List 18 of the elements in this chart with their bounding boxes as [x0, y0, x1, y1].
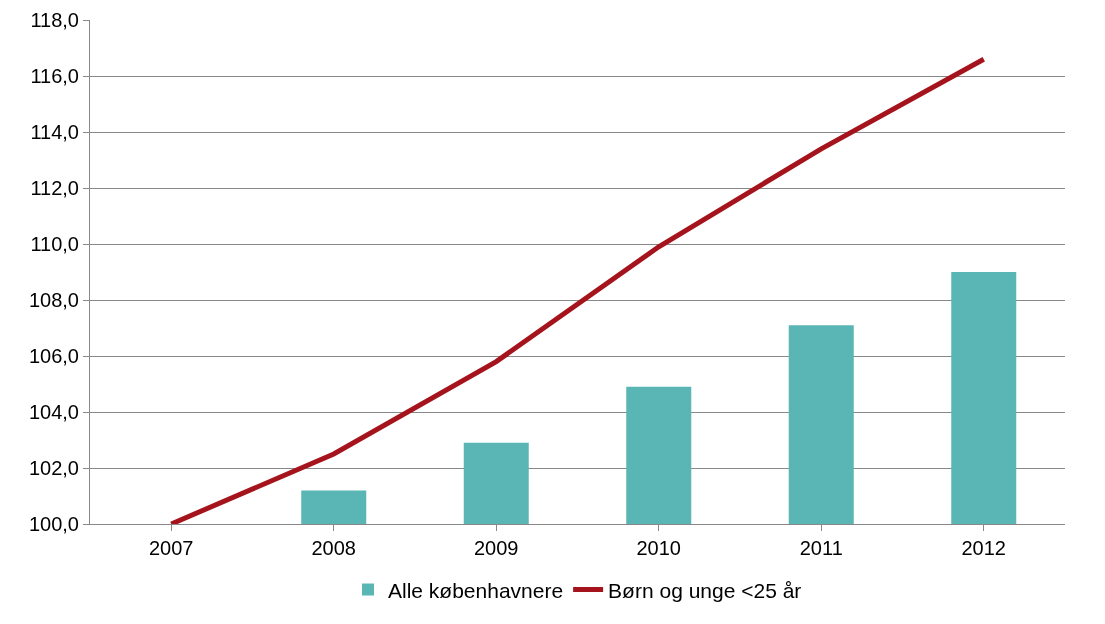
- y-tick-label: 110,0: [30, 233, 79, 255]
- x-tick-label: 2008: [311, 537, 356, 559]
- y-tick-label: 100,0: [28, 513, 79, 535]
- y-tick-label: 116,0: [30, 65, 79, 87]
- y-tick-label: 106,0: [28, 345, 79, 367]
- y-tick-label: 118,0: [30, 9, 79, 31]
- x-tick-label: 2011: [799, 537, 843, 559]
- y-tick-label: 102,0: [28, 457, 79, 479]
- x-tick-label: 2009: [474, 537, 519, 559]
- y-tick-label: 114,0: [30, 121, 79, 143]
- x-tick-label: 2007: [149, 537, 194, 559]
- y-tick-label: 112,0: [30, 177, 79, 199]
- y-tick-label: 108,0: [28, 289, 79, 311]
- legend-label: Alle københavnere: [388, 578, 564, 602]
- x-tick-label: 2012: [961, 537, 1006, 559]
- legend-label: Børn og unge <25 år: [608, 578, 802, 602]
- x-tick-label: 2010: [636, 537, 681, 559]
- y-tick-label: 104,0: [28, 401, 79, 423]
